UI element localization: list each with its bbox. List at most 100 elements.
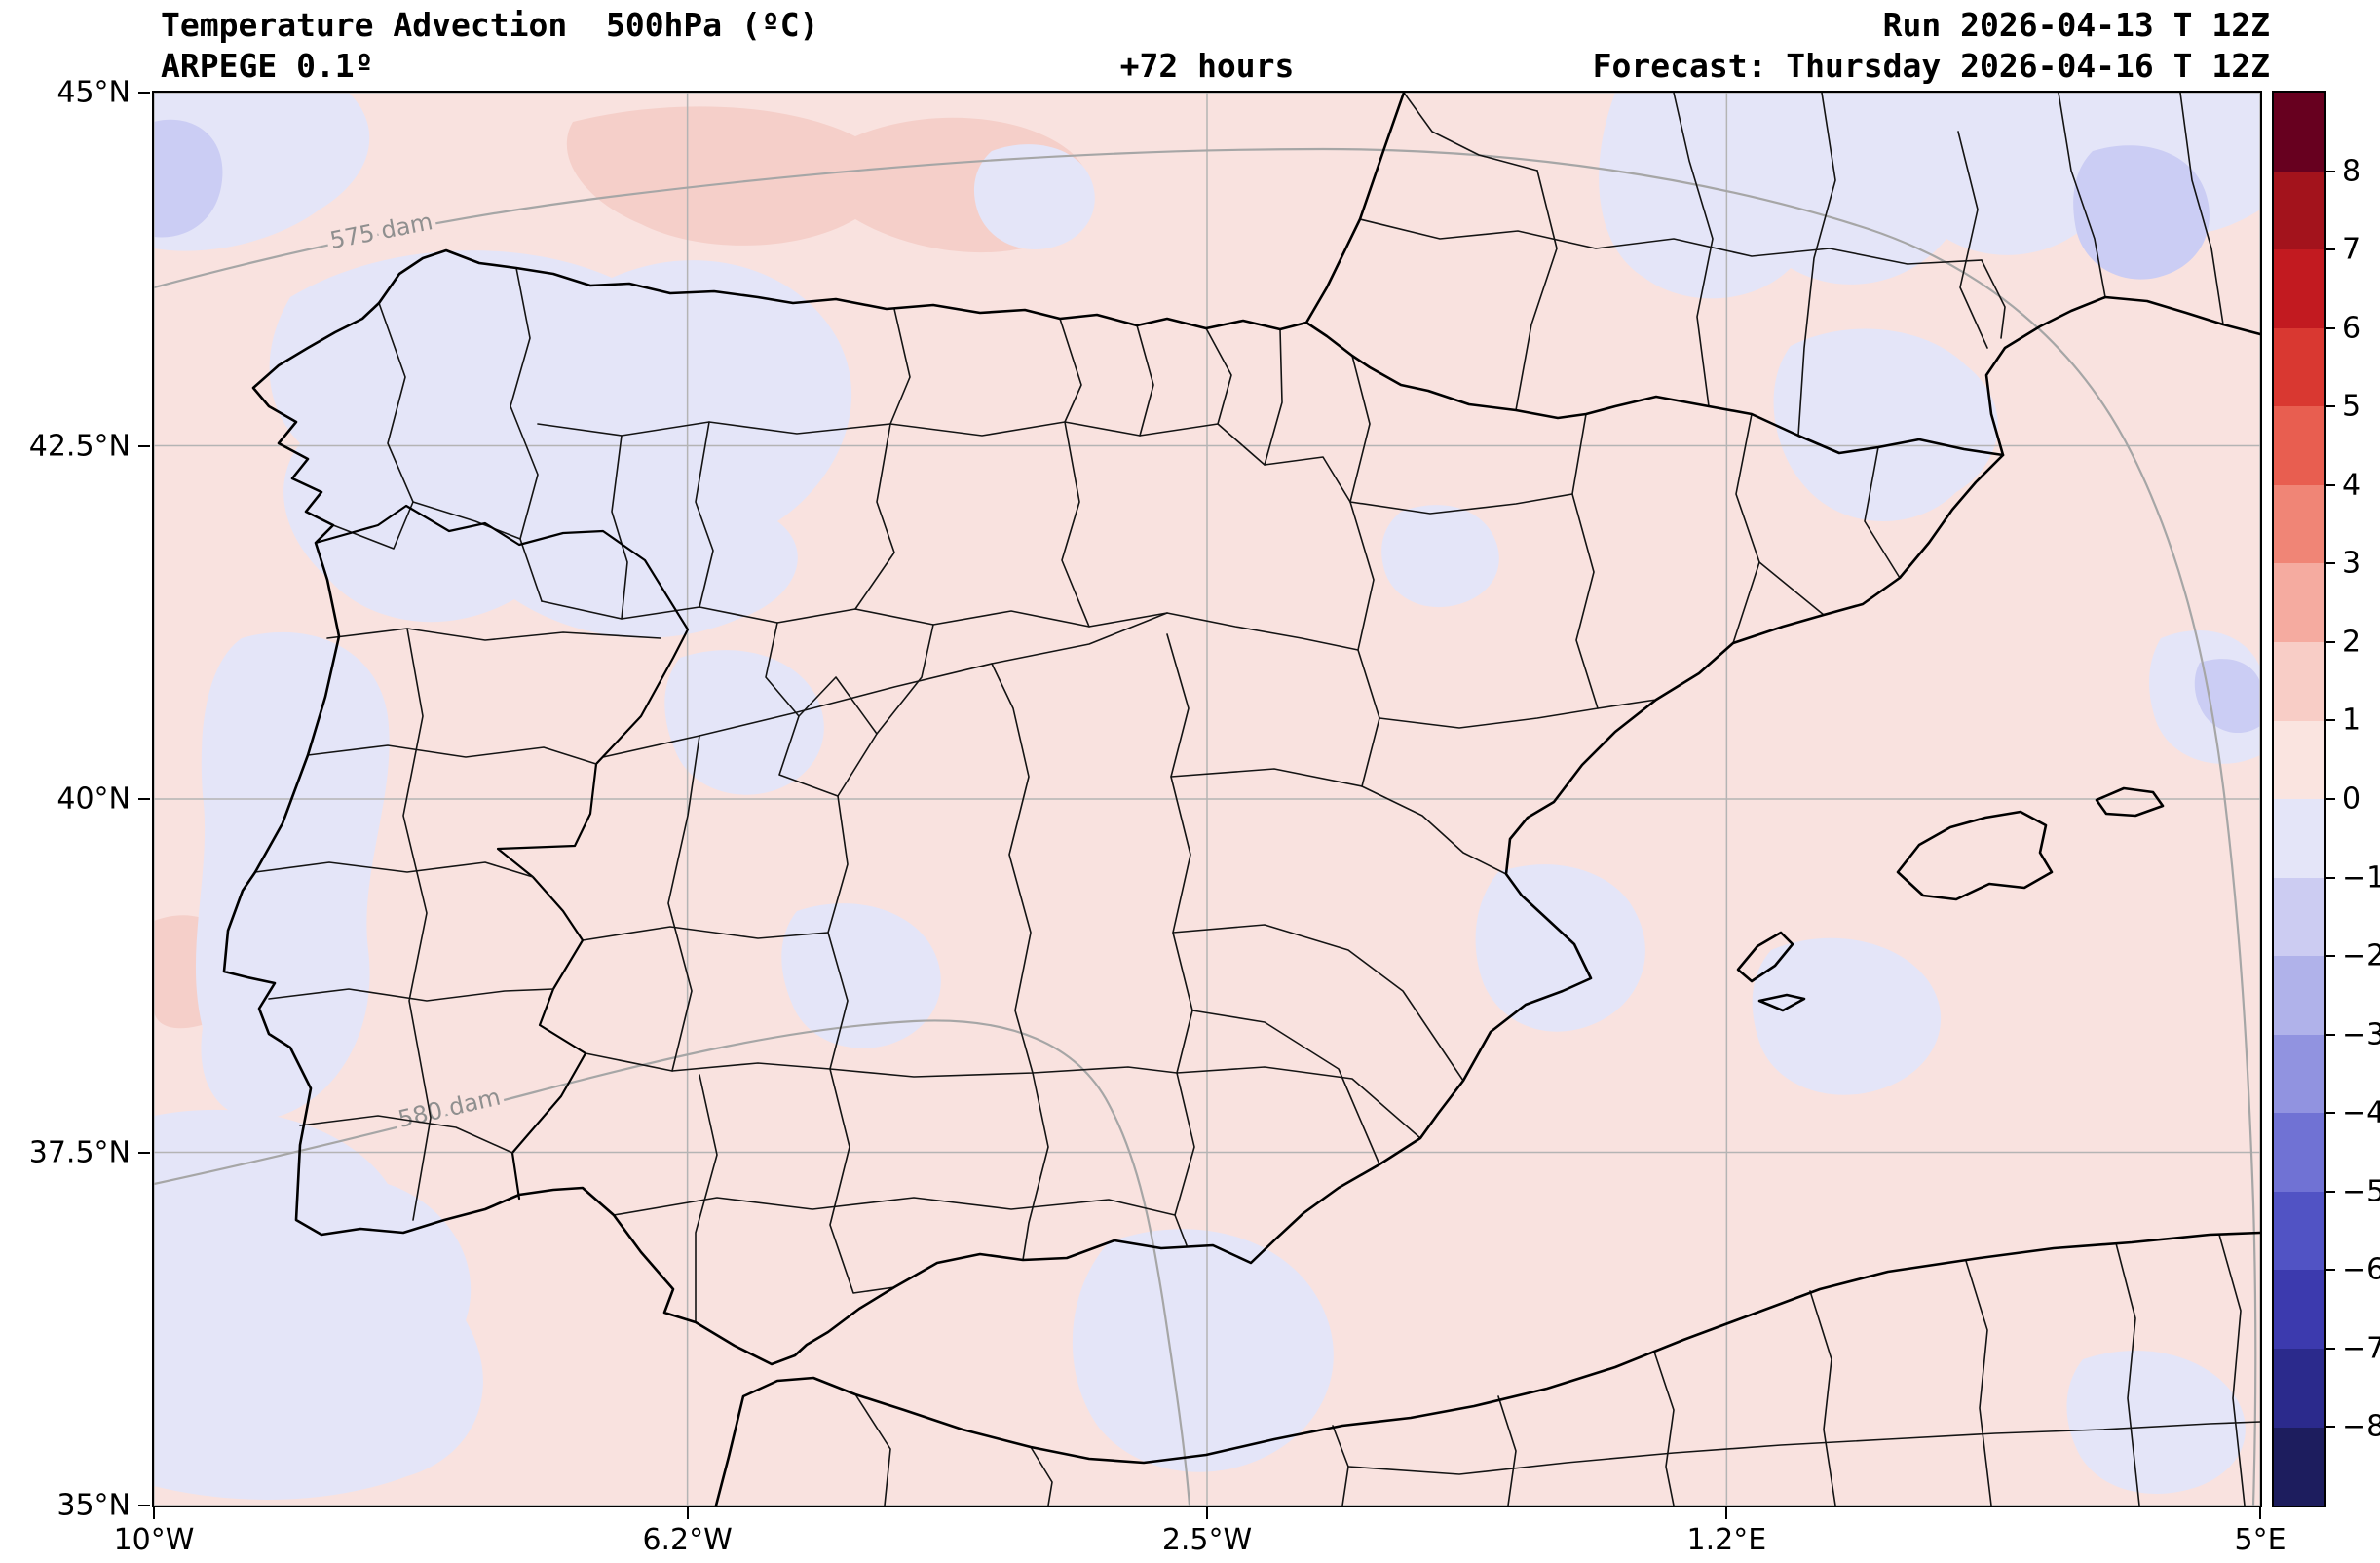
- colorbar-tick-mark: [2326, 405, 2335, 408]
- border-line: [695, 1074, 718, 1323]
- colorbar-tick-label: 3: [2342, 546, 2361, 581]
- map-plot-area: 575 dam 580 dam: [152, 91, 2262, 1507]
- y-tick-label: 35°N: [57, 1488, 131, 1523]
- border-line: [1571, 413, 1657, 709]
- colorbar-tick-label: −4: [2342, 1095, 2380, 1130]
- border-line: [829, 1068, 895, 1294]
- colorbar-segment: [2274, 484, 2324, 564]
- border-line: [268, 988, 554, 1002]
- x-tick-mark: [153, 1507, 155, 1519]
- advection-blob: [973, 144, 1095, 249]
- colorbar-tick-mark: [2326, 955, 2335, 958]
- ibiza-coastline: [1736, 931, 1794, 983]
- model-label: ARPEGE 0.1º: [161, 47, 374, 85]
- border-line: [1174, 1072, 1195, 1246]
- page-title: Temperature Advection 500hPa (ºC): [161, 6, 819, 44]
- x-tick-mark: [1725, 1507, 1728, 1519]
- colorbar-tick-label: −3: [2342, 1017, 2380, 1052]
- y-tick-mark: [138, 92, 150, 94]
- colorbar-segment: [2274, 641, 2324, 721]
- border-line: [1349, 493, 1573, 515]
- y-tick-mark: [138, 798, 150, 800]
- advection-blob: [269, 250, 852, 638]
- border-line: [876, 624, 934, 735]
- border-line: [254, 861, 534, 878]
- border-line: [2179, 93, 2224, 325]
- advection-blob: [154, 119, 223, 238]
- border-line: [582, 926, 829, 941]
- border-line: [611, 435, 628, 620]
- colorbar-tick-mark: [2326, 1112, 2335, 1115]
- forecast-label: Forecast: Thursday 2026-04-16 T 12Z: [1592, 47, 2270, 85]
- colorbar-tick-label: 0: [2342, 782, 2361, 817]
- border-line: [1797, 93, 1836, 437]
- y-tick-mark: [138, 1151, 150, 1154]
- border-line: [307, 744, 597, 765]
- coastlines: [222, 93, 2260, 1506]
- border-line: [402, 628, 432, 1221]
- colorbar-tick-mark: [2326, 876, 2335, 879]
- map-canvas: 575 dam 580 dam: [154, 93, 2260, 1506]
- advection-blob: [1599, 93, 2260, 299]
- formentera-coastline: [1757, 993, 1806, 1012]
- border-line: [1059, 318, 1082, 423]
- lead-time-label: +72 hours: [1119, 47, 1295, 85]
- colorbar-segment: [2274, 1034, 2324, 1114]
- border-line: [1403, 93, 1538, 172]
- iberia-coastline: [222, 93, 2005, 1366]
- x-tick-label: 1.2°E: [1686, 1523, 1767, 1557]
- advection-blob: [1381, 505, 1499, 608]
- spain-province-borders: [332, 267, 1901, 1323]
- border-line: [1170, 768, 1363, 787]
- border-line: [1205, 327, 1232, 425]
- border-line: [1379, 707, 1599, 729]
- border-line: [695, 421, 714, 608]
- mallorca-coastline: [1896, 810, 2054, 901]
- y-tick-label: 37.5°N: [28, 1135, 131, 1169]
- colorbar-tick-mark: [2326, 170, 2335, 172]
- colorbar-segment: [2274, 327, 2324, 407]
- border-line: [378, 302, 414, 503]
- colorbar-segment: [2274, 1113, 2324, 1192]
- advection-blob: [195, 631, 390, 1120]
- advection-blob: [781, 903, 941, 1048]
- border-line: [613, 1197, 1176, 1216]
- advection-blob: [1475, 864, 1645, 1032]
- colorbar-tick-label: 6: [2342, 311, 2361, 346]
- colorbar-tick-label: −1: [2342, 860, 2380, 896]
- contour-575dam: [154, 147, 2257, 1506]
- colorbar-tick-label: −8: [2342, 1409, 2380, 1444]
- y-tick-label: 40°N: [57, 782, 131, 817]
- colorbar-segment: [2274, 799, 2324, 878]
- colorbar-segment: [2274, 406, 2324, 485]
- colorbar-tick-mark: [2326, 1426, 2335, 1429]
- colorbar-tick-mark: [2326, 248, 2335, 251]
- x-tick-mark: [2259, 1507, 2261, 1519]
- border-line: [1653, 1351, 1675, 1506]
- field-negative-1-2: [154, 119, 2260, 734]
- border-line: [1172, 924, 1464, 1082]
- colorbar-tick-mark: [2326, 640, 2335, 643]
- colorbar-tick-label: 5: [2342, 389, 2361, 424]
- y-tick-label: 42.5°N: [28, 429, 131, 463]
- colorbar-tick-label: −2: [2342, 938, 2380, 973]
- colorbar-segment: [2274, 956, 2324, 1035]
- x-tick-label: 2.5°W: [1161, 1523, 1253, 1557]
- y-tick-mark: [138, 1505, 150, 1506]
- colorbar-tick-label: 7: [2342, 232, 2361, 267]
- border-line: [326, 628, 661, 641]
- colorbar: [2272, 91, 2326, 1507]
- colorbar-tick-mark: [2326, 1269, 2335, 1272]
- colorbar-tick-label: −6: [2342, 1252, 2380, 1287]
- x-tick-mark: [1206, 1507, 1208, 1519]
- border-line: [2115, 1242, 2140, 1506]
- advection-blob: [2194, 659, 2260, 734]
- border-line: [1030, 1446, 1053, 1506]
- advection-blob: [2066, 1351, 2246, 1494]
- border-line: [854, 1393, 891, 1506]
- y-tick-mark: [138, 444, 150, 447]
- advection-blob: [1752, 937, 1942, 1095]
- border-line: [991, 663, 1034, 1074]
- colorbar-segment: [2274, 1349, 2324, 1428]
